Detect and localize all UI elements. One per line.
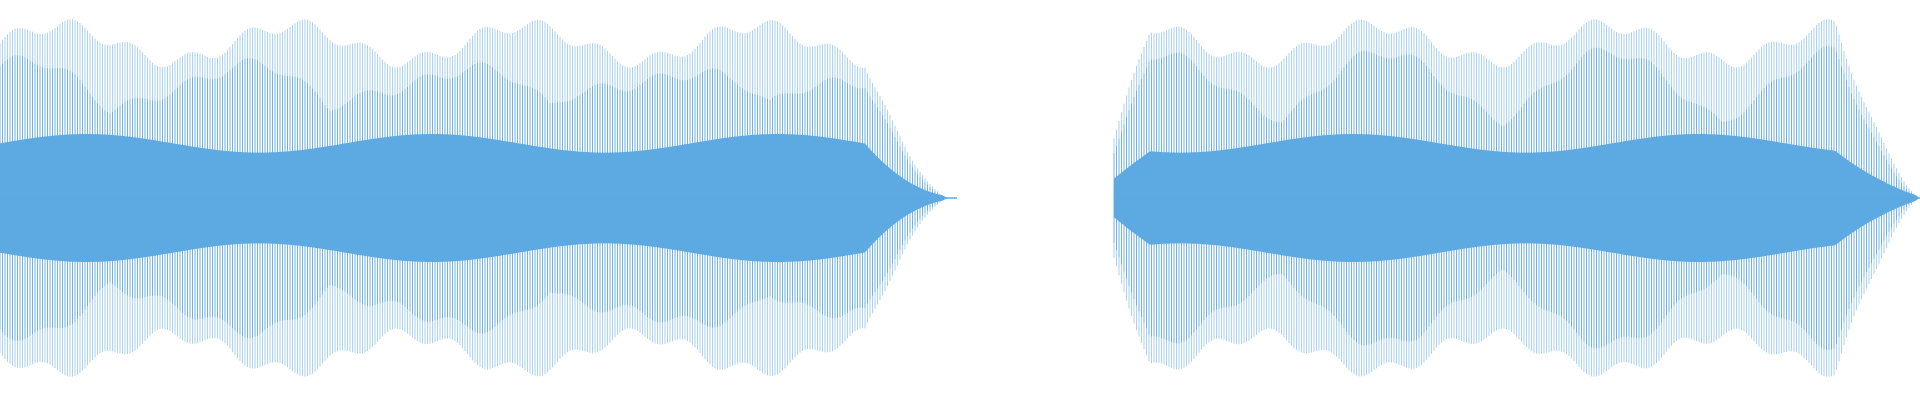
page: (() => { JSON.parse(document.getElementB… bbox=[0, 19, 1920, 377]
waveform-view bbox=[0, 19, 1920, 377]
